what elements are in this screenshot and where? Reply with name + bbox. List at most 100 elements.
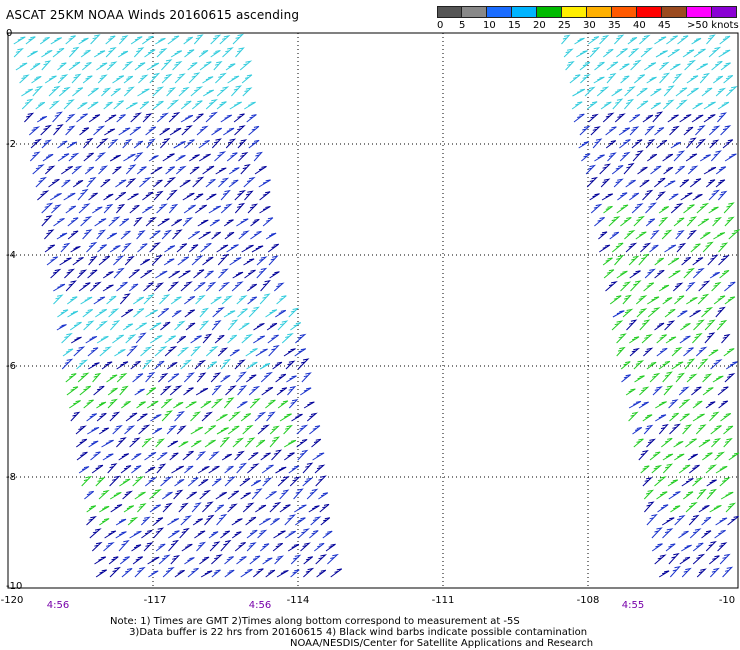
wind-barb — [127, 193, 139, 201]
wind-barb — [246, 361, 258, 370]
wind-barb — [143, 294, 155, 305]
wind-barb — [696, 63, 709, 71]
wind-barb — [654, 476, 667, 487]
wind-barb — [57, 309, 69, 318]
wind-barb — [119, 293, 131, 305]
wind-barb — [87, 347, 99, 357]
wind-barb — [109, 475, 121, 487]
wind-barb — [614, 254, 625, 266]
wind-barb — [101, 87, 112, 97]
wind-barb — [238, 230, 250, 240]
wind-barb — [303, 556, 314, 565]
wind-barb — [629, 192, 640, 201]
wind-barb — [716, 319, 728, 331]
wind-barb — [699, 154, 711, 162]
wind-barb — [686, 87, 699, 97]
wind-barb — [679, 556, 691, 565]
wind-barb — [211, 127, 222, 136]
wind-barb — [599, 163, 612, 175]
wind-barb — [662, 463, 674, 474]
wind-barb — [125, 164, 137, 175]
wind-barb — [294, 504, 307, 513]
wind-barb — [705, 464, 717, 474]
wind-barb — [719, 270, 730, 279]
wind-barb — [271, 449, 283, 461]
wind-barb — [157, 218, 170, 227]
wind-barb — [296, 439, 308, 448]
wind-barb — [231, 85, 243, 97]
wind-barb — [624, 86, 636, 97]
wind-barb — [638, 253, 650, 266]
wind-barb — [262, 477, 273, 487]
wind-barb — [629, 114, 641, 123]
wind-barb — [124, 255, 135, 266]
wind-barb — [289, 476, 301, 487]
wind-barb — [692, 400, 703, 409]
wind-barb — [167, 440, 179, 448]
wind-barb — [696, 202, 710, 214]
wind-barb — [198, 50, 209, 58]
wind-barb — [700, 231, 711, 240]
wind-barb — [611, 320, 624, 331]
wind-barb — [576, 50, 588, 58]
wind-barb — [243, 258, 255, 266]
wind-barb — [613, 178, 624, 188]
wind-barb — [244, 190, 254, 201]
wind-barb — [141, 437, 153, 448]
wind-barb — [46, 256, 59, 266]
wind-barb — [131, 465, 142, 474]
wind-barb — [579, 125, 591, 136]
wind-barb — [63, 192, 76, 201]
wind-barb — [703, 166, 717, 175]
wind-barb — [276, 295, 287, 305]
wind-barb — [698, 280, 711, 292]
wind-barb — [722, 139, 734, 149]
wind-barb — [695, 346, 708, 357]
map-frame — [7, 32, 739, 589]
wind-barb — [115, 179, 127, 188]
wind-barb — [190, 440, 202, 448]
wind-barb — [217, 347, 229, 357]
wind-barb — [210, 34, 222, 45]
wind-barb — [192, 176, 205, 188]
wind-barb — [709, 411, 720, 422]
wind-barb — [654, 36, 667, 45]
wind-barb — [639, 319, 651, 331]
wind-barb — [691, 386, 702, 396]
wind-barb — [649, 451, 661, 461]
wind-barb — [145, 372, 156, 383]
wind-barb — [93, 385, 105, 396]
wind-barb — [630, 59, 642, 71]
wind-barb — [691, 37, 702, 45]
wind-barb — [313, 542, 325, 552]
wind-barb — [661, 517, 675, 526]
wind-barb — [93, 296, 106, 305]
wind-barb — [142, 191, 154, 201]
wind-barb — [240, 568, 253, 578]
wind-barb — [619, 139, 631, 149]
wind-barb — [237, 139, 248, 149]
wind-barb — [663, 166, 674, 175]
wind-barb — [712, 375, 724, 383]
wind-barb — [21, 88, 34, 97]
wind-barb — [224, 556, 234, 565]
wind-barb — [654, 257, 665, 266]
wind-barb — [94, 556, 107, 565]
wind-barb — [599, 244, 611, 253]
footnote-line-1: Note: 1) Times are GMT 2)Times along bot… — [110, 616, 520, 627]
wind-barb — [122, 490, 134, 500]
wind-barb — [110, 88, 121, 97]
wind-barb — [53, 294, 64, 305]
wind-barb — [211, 398, 224, 409]
wind-barb — [600, 101, 612, 110]
wind-barb — [681, 256, 692, 266]
wind-barb — [158, 554, 171, 565]
wind-barb — [697, 358, 709, 370]
wind-barb — [100, 179, 111, 188]
wind-barb — [119, 478, 131, 487]
wind-barb — [272, 542, 284, 552]
wind-barb — [302, 462, 314, 474]
wind-barb — [667, 479, 679, 487]
wind-barb — [242, 87, 253, 97]
wind-barb — [140, 516, 151, 526]
